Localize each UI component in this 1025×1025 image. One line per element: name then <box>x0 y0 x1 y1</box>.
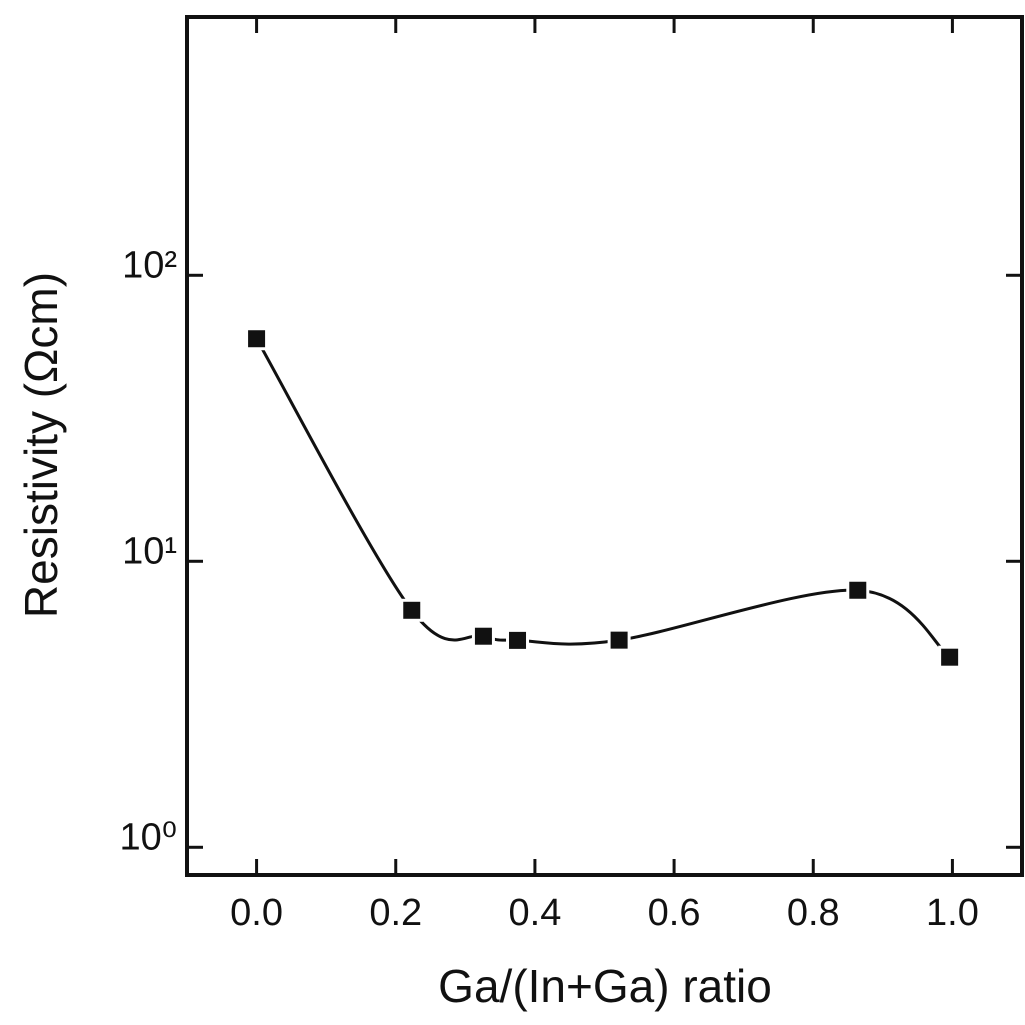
data-point <box>506 628 530 652</box>
x-tick-label: 0.2 <box>369 892 422 934</box>
data-point <box>245 327 269 351</box>
plot-frame <box>185 15 1024 877</box>
x-tick-label: 0.8 <box>787 892 840 934</box>
x-axis-label: Ga/(In+Ga) ratio <box>438 960 772 1012</box>
data-point <box>938 645 962 669</box>
x-tick-label: 0.6 <box>648 892 701 934</box>
data-point <box>846 578 870 602</box>
y-axis-label: Resistivity (Ωcm) <box>15 272 67 618</box>
x-tick-label: 0.4 <box>509 892 562 934</box>
data-point <box>400 598 424 622</box>
data-point <box>471 624 495 648</box>
y-tick-label: 10⁰ <box>119 816 177 858</box>
fit-line <box>255 337 951 659</box>
y-tick-label: 10¹ <box>122 530 177 572</box>
data-point <box>607 628 631 652</box>
x-tick-label: 0.0 <box>230 892 283 934</box>
y-tick-label: 10² <box>122 244 177 286</box>
x-tick-label: 1.0 <box>926 892 979 934</box>
